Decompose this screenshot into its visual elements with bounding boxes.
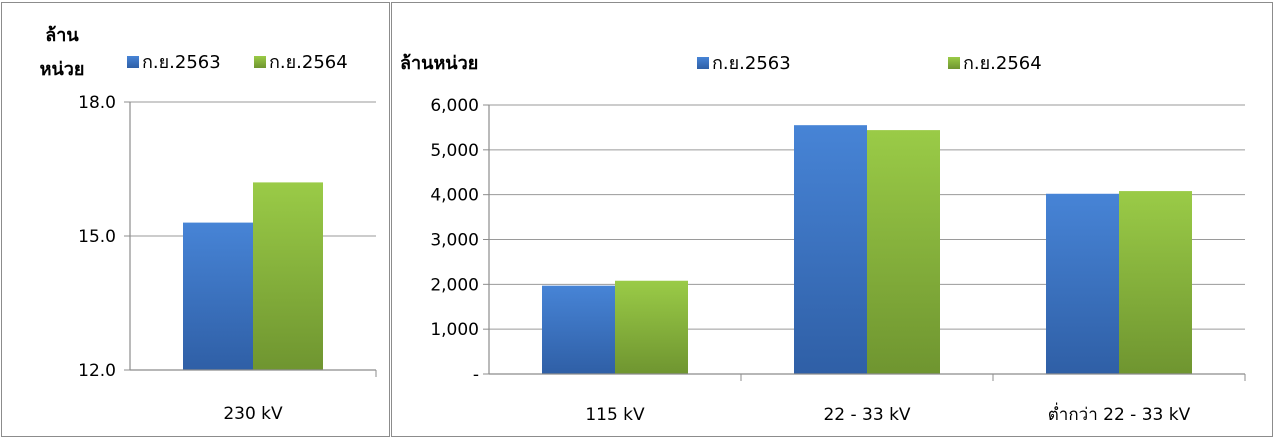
- x-tick-label: 115 kV: [585, 405, 645, 425]
- legend-label-2: ก.ย.2564: [963, 53, 1042, 74]
- chart-panel-right: ล้านหน่วย ก.ย.2563 ก.ย.2564 - 1,000 2,000 3,00…: [391, 2, 1273, 437]
- y-axis-label-line-2: หน่วย: [40, 59, 85, 80]
- bar-s2-2: [1119, 191, 1192, 374]
- y-tick-label: -: [473, 365, 479, 385]
- bar-s2-0: [253, 182, 323, 370]
- legend-label-1: ก.ย.2563: [712, 53, 791, 74]
- y-tick-label: 4,000: [430, 186, 479, 206]
- x-tick-label: 22 - 33 kV: [823, 405, 910, 425]
- y-tick-label: 6,000: [430, 96, 479, 116]
- y-tick-label: 5,000: [430, 141, 479, 161]
- bar-s1-2: [1046, 193, 1119, 374]
- y-tick-label: 18.0: [78, 93, 116, 113]
- bar-s1-0: [542, 285, 615, 374]
- legend-swatch-2: [254, 56, 266, 68]
- legend-swatch-1: [127, 56, 139, 68]
- y-tick-label: 12.0: [78, 361, 116, 381]
- legend-label-2: ก.ย.2564: [269, 52, 348, 73]
- legend-label-1: ก.ย.2563: [142, 52, 221, 73]
- y-axis-label-line-1: ล้าน: [45, 25, 79, 46]
- bar-s2-0: [615, 280, 688, 374]
- chart-right-svg: ล้านหน่วย ก.ย.2563 ก.ย.2564 - 1,000 2,000 3,00…: [400, 53, 1246, 425]
- chart-panel-left: ล้านหน่วย ก.ย.2563 ก.ย.2564 12.0 15.0 18.0 230…: [1, 2, 390, 437]
- legend-swatch-1: [697, 57, 709, 69]
- bar-s1-1: [794, 125, 867, 374]
- y-tick-label: 1,000: [430, 320, 479, 340]
- y-tick-label: 2,000: [430, 275, 479, 295]
- y-tick-label: 3,000: [430, 231, 479, 251]
- y-axis-label: ล้านหน่วย: [400, 53, 478, 74]
- chart-left-svg: ล้านหน่วย ก.ย.2563 ก.ย.2564 12.0 15.0 18.0 230…: [40, 25, 377, 424]
- legend-swatch-2: [948, 57, 960, 69]
- x-tick-label: ต่ำกว่า 22 - 33 kV: [1048, 402, 1191, 425]
- bar-s2-1: [867, 130, 940, 374]
- y-tick-label: 15.0: [78, 227, 116, 247]
- x-tick-label: 230 kV: [223, 404, 283, 424]
- bar-s1-0: [183, 222, 253, 370]
